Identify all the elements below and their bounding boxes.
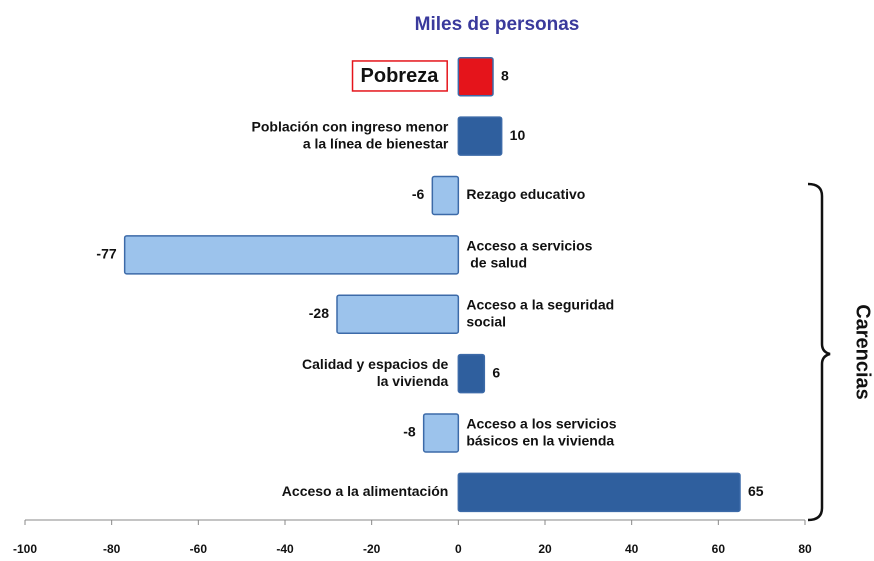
category-label: Calidad y espacios de la vivienda: [302, 356, 449, 389]
x-tick-label: 40: [625, 542, 639, 556]
x-tick-label: 60: [712, 542, 726, 556]
x-tick-label: -20: [363, 542, 381, 556]
bar: [123, 235, 460, 275]
category-label: Rezago educativo: [466, 186, 585, 202]
category-label: Pobreza: [361, 65, 440, 87]
x-tick-label: 20: [538, 542, 552, 556]
value-label: -28: [309, 305, 329, 321]
category-label: Población con ingreso menor a la línea de…: [252, 118, 449, 151]
annotation: Carencias: [852, 304, 874, 400]
value-label: -77: [96, 246, 116, 262]
value-label: 6: [492, 364, 500, 380]
chart-title: Miles de personas: [415, 14, 580, 35]
bar: [422, 413, 460, 453]
bar: [336, 294, 460, 334]
category-label: Acceso a la alimentación: [282, 483, 449, 499]
x-tick-label: -40: [276, 542, 294, 556]
value-label: 8: [501, 67, 509, 83]
value-label: 65: [748, 483, 764, 499]
bar: [457, 56, 494, 97]
category-label: Acceso a los servicios básicos en la vivi…: [466, 415, 616, 448]
category-label: Acceso a la seguridad social: [466, 296, 614, 329]
value-label: -6: [412, 186, 425, 202]
label-box: [351, 60, 448, 92]
bracket: [807, 182, 831, 522]
bar: [457, 353, 486, 394]
value-label: -8: [403, 424, 416, 440]
x-tick-label: -80: [103, 542, 121, 556]
bar: [431, 175, 460, 216]
x-tick-label: -60: [190, 542, 208, 556]
bar: [457, 116, 503, 156]
bar: [457, 472, 741, 513]
value-label: 10: [510, 127, 526, 143]
x-tick-label: 80: [798, 542, 812, 556]
x-tick-label: -100: [13, 542, 37, 556]
category-label: Acceso a servicios de salud: [466, 237, 592, 270]
x-tick-label: 0: [455, 542, 462, 556]
